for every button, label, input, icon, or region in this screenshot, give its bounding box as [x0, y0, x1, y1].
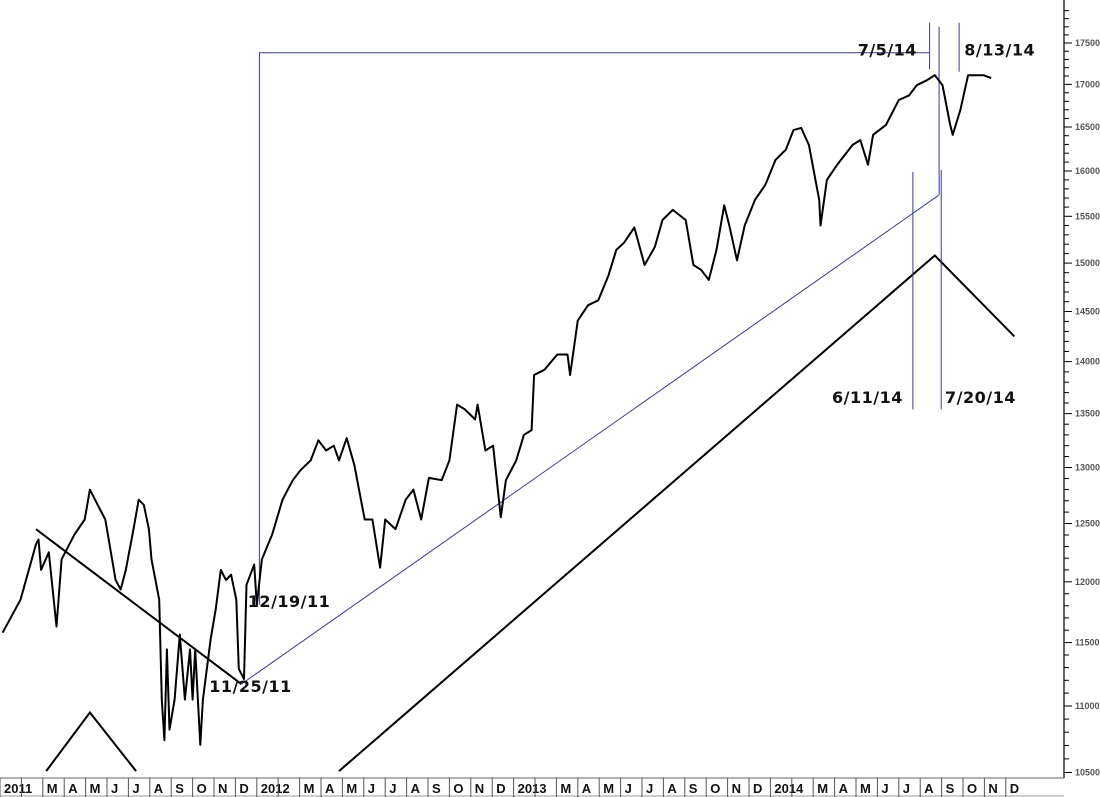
- y-axis: 10500 11000 11500 12000 12500 13000 13500 14000…: [1063, 0, 1100, 778]
- y-tick-label: 14500: [1075, 307, 1100, 317]
- x-tick-label: N: [475, 781, 484, 796]
- x-tick-label: O: [197, 781, 207, 796]
- cycle-line-large: [338, 254, 1016, 772]
- x-tick-label: D: [1010, 781, 1019, 796]
- x-tick-label: 2012: [261, 781, 290, 796]
- y-tick-label: 16000: [1075, 166, 1100, 176]
- x-tick-label: J: [389, 781, 396, 796]
- x-tick-label: D: [753, 781, 762, 796]
- x-tick-label: A: [411, 781, 421, 796]
- x-tick-label: 2014: [774, 781, 804, 796]
- y-tick-label: 14000: [1075, 357, 1100, 367]
- x-tick-label: S: [175, 781, 184, 796]
- annotation-label: 7/20/14: [945, 388, 1016, 407]
- annotation-label: 12/19/11: [248, 592, 330, 611]
- x-tick-label: 2011: [4, 781, 32, 796]
- annotation-label: 7/5/14: [858, 40, 917, 59]
- y-tick-label: 15000: [1075, 258, 1100, 268]
- y-tick-label: 13000: [1075, 463, 1100, 473]
- y-tick-label: 13500: [1075, 409, 1100, 419]
- x-tick-label: D: [239, 781, 248, 796]
- y-tick-label: 11500: [1075, 638, 1100, 648]
- x-tick-label: J: [646, 781, 653, 796]
- cycle-line-small: [45, 710, 137, 772]
- x-tick-label: A: [68, 781, 78, 796]
- y-tick-label: 15500: [1075, 211, 1100, 221]
- x-tick-label: J: [111, 781, 118, 796]
- annotation-label: 8/13/14: [964, 40, 1035, 59]
- x-tick-label: N: [988, 781, 997, 796]
- y-tick-label: 11000: [1075, 701, 1100, 711]
- x-tick-label: J: [132, 781, 139, 796]
- x-tick-label: S: [946, 781, 955, 796]
- x-tick-label: S: [432, 781, 441, 796]
- series-line-index: [1, 74, 992, 746]
- x-tick-label: N: [732, 781, 741, 796]
- x-tick-label: J: [881, 781, 888, 796]
- x-axis: 2011 M A M J J A S O N D 2012 M A M J J A S O N D 2013 M A M J J A S O…: [0, 777, 1064, 797]
- bracket-line: [258, 52, 930, 605]
- uptrend-line: [241, 194, 939, 685]
- annotation-label: 6/11/14: [832, 388, 903, 407]
- x-tick-label: M: [346, 781, 357, 796]
- y-tick-label: 12500: [1075, 519, 1100, 529]
- x-tick-label: M: [817, 781, 828, 796]
- x-tick-label: M: [560, 781, 571, 796]
- downtrend-line: [35, 528, 243, 685]
- x-tick-label: A: [154, 781, 164, 796]
- x-tick-label: O: [710, 781, 720, 796]
- x-tick-label: M: [47, 781, 58, 796]
- x-tick-label: A: [582, 781, 592, 796]
- y-tick-label: 12000: [1075, 577, 1100, 587]
- x-tick-label: O: [453, 781, 463, 796]
- x-tick-label: A: [325, 781, 335, 796]
- x-tick-label: D: [496, 781, 505, 796]
- x-tick-label: A: [667, 781, 677, 796]
- x-tick-label: S: [689, 781, 698, 796]
- x-tick-label: A: [839, 781, 849, 796]
- x-tick-label: J: [368, 781, 375, 796]
- x-tick-label: M: [304, 781, 315, 796]
- y-tick-label: 17500: [1075, 38, 1100, 48]
- annotation-label: 11/25/11: [209, 677, 291, 696]
- x-tick-label: M: [90, 781, 101, 796]
- x-tick-label: A: [924, 781, 934, 796]
- x-tick-label: O: [967, 781, 977, 796]
- x-tick-label: 2013: [518, 781, 547, 796]
- x-tick-label: J: [625, 781, 632, 796]
- x-tick-label: M: [860, 781, 871, 796]
- y-tick-label: 17000: [1075, 79, 1100, 89]
- y-tick-label: 10500: [1075, 768, 1100, 778]
- x-tick-label: M: [603, 781, 614, 796]
- y-tick-label: 16500: [1075, 122, 1100, 132]
- x-tick-label: N: [218, 781, 227, 796]
- x-tick-label: J: [903, 781, 910, 796]
